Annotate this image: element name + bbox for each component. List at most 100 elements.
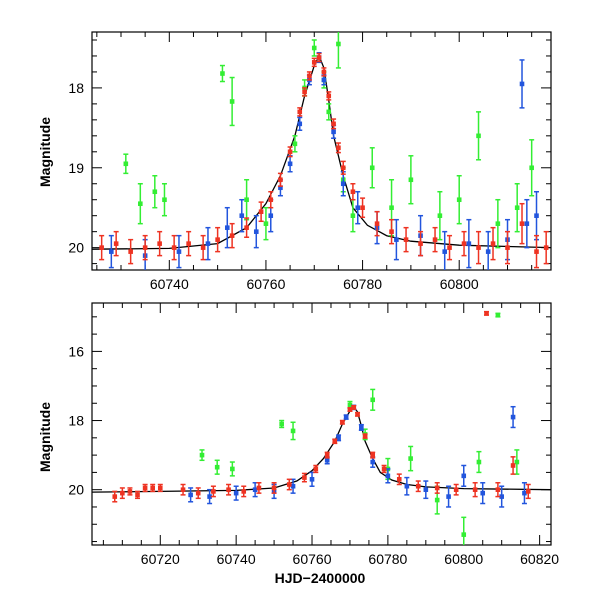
point-marker bbox=[157, 485, 163, 491]
data-point bbox=[389, 218, 395, 245]
point-marker bbox=[442, 249, 448, 254]
point-marker bbox=[313, 466, 319, 472]
point-marker bbox=[112, 494, 118, 499]
data-point bbox=[268, 190, 274, 209]
point-marker bbox=[519, 81, 525, 87]
top-y-axis-title: Magnitude bbox=[37, 117, 53, 187]
data-point bbox=[355, 411, 361, 417]
point-marker bbox=[359, 425, 364, 430]
point-marker bbox=[142, 485, 148, 491]
data-point bbox=[339, 419, 345, 425]
x-tick-label: 60740 bbox=[217, 551, 256, 567]
data-point bbox=[476, 230, 482, 265]
bottom-panel: 60720 60740 60760 60780 60800 60820 16 18 20 bbox=[68, 302, 559, 567]
x-tick-label: 60740 bbox=[150, 276, 189, 292]
point-marker bbox=[340, 165, 346, 171]
point-marker bbox=[152, 189, 158, 195]
point-marker bbox=[302, 89, 307, 95]
point-marker bbox=[476, 133, 481, 139]
point-marker bbox=[396, 477, 402, 482]
data-point bbox=[529, 139, 535, 197]
data-point bbox=[186, 230, 192, 257]
data-point bbox=[113, 230, 119, 257]
point-marker bbox=[199, 452, 205, 458]
point-marker bbox=[418, 241, 423, 246]
point-marker bbox=[286, 482, 292, 487]
point-marker bbox=[292, 141, 298, 147]
data-point bbox=[331, 118, 337, 130]
data-point bbox=[484, 310, 490, 316]
point-marker bbox=[200, 245, 206, 250]
data-point bbox=[437, 190, 443, 241]
point-marker bbox=[495, 312, 501, 318]
data-point bbox=[350, 198, 356, 233]
point-marker bbox=[374, 221, 380, 226]
point-marker bbox=[534, 213, 539, 218]
point-marker bbox=[263, 221, 269, 226]
point-marker bbox=[476, 459, 482, 465]
point-marker bbox=[340, 419, 345, 425]
data-point bbox=[123, 153, 129, 175]
point-marker bbox=[138, 201, 143, 207]
data-point bbox=[316, 52, 322, 63]
point-marker bbox=[331, 121, 336, 127]
data-point bbox=[176, 234, 182, 269]
point-marker bbox=[180, 487, 186, 492]
data-point bbox=[495, 312, 501, 318]
data-point bbox=[244, 217, 250, 239]
data-point bbox=[233, 485, 239, 501]
point-marker bbox=[302, 475, 307, 480]
x-tick-label: 60780 bbox=[343, 276, 382, 292]
point-marker bbox=[195, 490, 201, 496]
point-marker bbox=[347, 402, 353, 408]
data-point bbox=[351, 404, 357, 410]
point-marker bbox=[307, 73, 312, 79]
point-marker bbox=[297, 121, 303, 127]
data-point bbox=[229, 76, 235, 127]
point-marker bbox=[404, 483, 410, 489]
point-marker bbox=[186, 241, 191, 246]
data-point bbox=[207, 488, 213, 505]
point-marker bbox=[230, 466, 235, 472]
data-point bbox=[418, 230, 424, 257]
data-layer bbox=[92, 310, 551, 545]
point-marker bbox=[499, 494, 504, 499]
data-point bbox=[311, 57, 317, 68]
point-marker bbox=[127, 489, 133, 494]
point-marker bbox=[543, 245, 549, 250]
x-tick-label: 60800 bbox=[440, 276, 479, 292]
point-marker bbox=[472, 487, 478, 492]
point-marker bbox=[214, 464, 220, 470]
data-point bbox=[287, 146, 293, 158]
point-marker bbox=[510, 414, 516, 420]
data-point bbox=[446, 485, 452, 508]
data-point bbox=[340, 160, 346, 175]
point-marker bbox=[135, 492, 140, 498]
data-point bbox=[485, 230, 491, 270]
point-marker bbox=[226, 487, 231, 492]
data-point bbox=[326, 103, 332, 121]
point-marker bbox=[485, 249, 491, 254]
point-marker bbox=[461, 241, 467, 246]
point-marker bbox=[331, 129, 336, 135]
data-point bbox=[142, 234, 148, 261]
data-point bbox=[335, 32, 341, 69]
data-point bbox=[442, 230, 448, 270]
point-marker bbox=[233, 490, 239, 496]
point-marker bbox=[207, 494, 212, 499]
point-marker bbox=[510, 463, 516, 468]
data-point bbox=[199, 449, 205, 462]
point-marker bbox=[157, 241, 162, 246]
data-point bbox=[519, 202, 525, 245]
data-point bbox=[408, 155, 414, 205]
data-point bbox=[244, 179, 250, 221]
point-marker bbox=[229, 233, 235, 238]
data-point bbox=[161, 182, 167, 217]
point-marker bbox=[290, 428, 296, 434]
point-marker bbox=[316, 55, 322, 60]
point-marker bbox=[362, 433, 368, 439]
bottom-y-axis-title: Magnitude bbox=[37, 402, 53, 472]
data-point bbox=[215, 226, 221, 253]
data-point bbox=[188, 487, 194, 503]
data-point bbox=[534, 234, 540, 269]
